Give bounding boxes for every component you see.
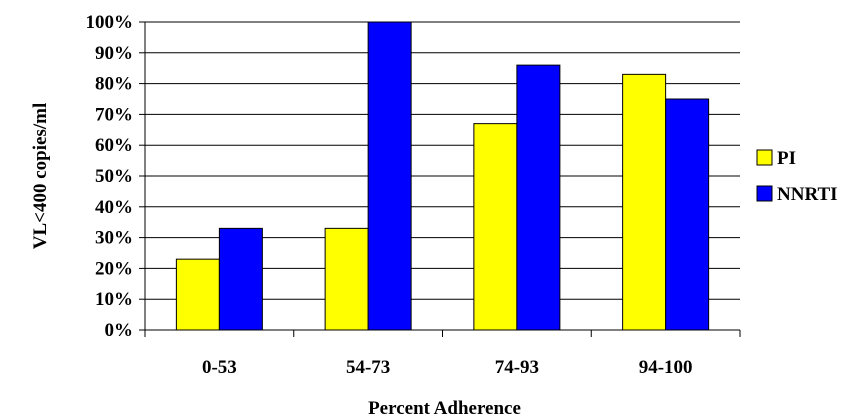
bar-pi-0-53 xyxy=(175,258,220,331)
x-category-label: 0-53 xyxy=(202,357,237,378)
x-category-labels: 0-53 54-73 74-93 94-100 xyxy=(202,357,693,378)
y-tick-label: 10% xyxy=(95,289,133,310)
y-tick-labels: 0% 10% 20% 30% 40% 50% 60% 70% 80% 90% 100% xyxy=(86,12,134,341)
x-category-label: 54-73 xyxy=(346,357,390,378)
y-axis-title: VL<400 copies/ml xyxy=(30,103,51,249)
y-tick-label: 40% xyxy=(95,197,133,218)
y-tick-label: 20% xyxy=(95,258,133,279)
axes xyxy=(139,21,741,337)
bar-nnrti-74-93 xyxy=(516,64,561,331)
bar-pi-54-73 xyxy=(324,227,369,331)
legend-label-pi: PI xyxy=(777,148,796,169)
legend-swatch-pi xyxy=(756,149,773,166)
y-tick-label: 30% xyxy=(95,228,133,249)
bar-pi-74-93 xyxy=(473,123,518,331)
y-tick-label: 90% xyxy=(95,43,133,64)
x-category-label: 74-93 xyxy=(495,357,539,378)
y-tick-label: 60% xyxy=(95,135,133,156)
y-tick-label: 70% xyxy=(95,104,133,125)
y-tick-label: 0% xyxy=(105,320,134,341)
y-tick-label: 50% xyxy=(95,166,133,187)
bar-nnrti-54-73 xyxy=(367,21,412,331)
y-tick-label: 80% xyxy=(95,74,133,95)
legend: PI NNRTI xyxy=(756,148,838,205)
bar-pi-94-100 xyxy=(622,73,667,331)
legend-swatch-nnrti xyxy=(756,185,773,202)
x-axis-title: Percent Adherence xyxy=(368,398,521,418)
bar-nnrti-94-100 xyxy=(665,98,710,331)
y-tick-label: 100% xyxy=(86,12,134,33)
legend-label-nnrti: NNRTI xyxy=(777,184,838,205)
bar-nnrti-0-53 xyxy=(218,227,263,331)
x-category-label: 94-100 xyxy=(639,357,693,378)
